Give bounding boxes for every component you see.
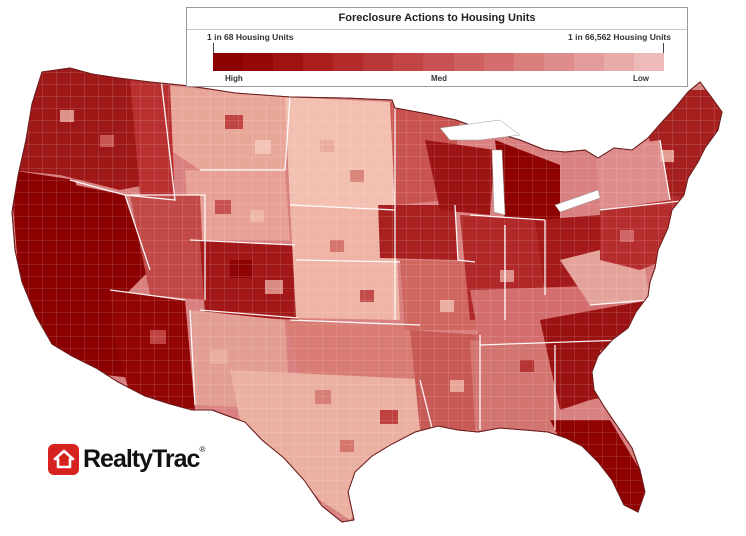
house-icon	[48, 443, 79, 475]
logo-text: RealtyTrac	[83, 444, 200, 473]
legend-tick-left	[213, 43, 214, 53]
legend-swatch	[453, 53, 484, 71]
legend-swatch	[273, 53, 304, 71]
registered-mark: ®	[199, 445, 206, 454]
legend-swatch	[363, 53, 394, 71]
state-borders	[69, 69, 691, 461]
legend-divider	[187, 29, 687, 30]
legend-swatch	[543, 53, 574, 71]
legend-swatch	[303, 53, 334, 71]
legend-swatch	[513, 53, 544, 71]
legend-color-scale	[213, 53, 664, 71]
legend-swatch	[333, 53, 364, 71]
legend-title: Foreclosure Actions to Housing Units	[338, 12, 536, 24]
legend-swatch	[603, 53, 634, 71]
legend-label-high: High	[225, 74, 243, 83]
legend-swatch	[633, 53, 664, 71]
lake-superior	[439, 119, 521, 141]
lake-michigan	[491, 149, 506, 216]
legend-label-low: Low	[633, 74, 649, 83]
legend-swatch	[483, 53, 514, 71]
legend-swatch	[393, 53, 424, 71]
legend-tick-right	[663, 43, 664, 53]
legend-swatch	[423, 53, 454, 71]
legend-high-end-label: 1 in 68 Housing Units	[207, 32, 294, 42]
legend-swatch	[243, 53, 274, 71]
legend-swatch	[213, 53, 244, 71]
lake-erie	[554, 189, 601, 213]
realtytrac-logo: RealtyTrac ®	[48, 442, 205, 476]
legend-panel: Foreclosure Actions to Housing Units 1 i…	[186, 7, 688, 87]
legend-low-end-label: 1 in 66,562 Housing Units	[568, 32, 671, 42]
legend-swatch	[573, 53, 604, 71]
legend-label-med: Med	[431, 74, 447, 83]
